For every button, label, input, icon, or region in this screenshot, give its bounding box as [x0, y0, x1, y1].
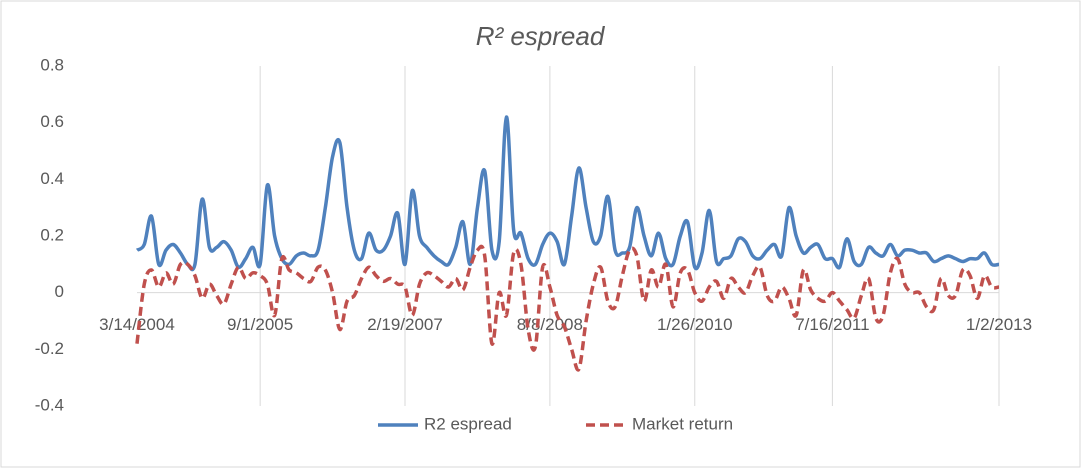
- y-tick-label: 0.6: [40, 112, 64, 131]
- x-tick-label: 9/1/2005: [227, 315, 293, 334]
- y-tick-label: 0.2: [40, 225, 64, 244]
- x-tick-label: 2/19/2007: [367, 315, 443, 334]
- x-tick-label: 3/14/2004: [99, 315, 175, 334]
- legend-label: Market return: [632, 414, 733, 433]
- x-tick-label: 1/2/2013: [966, 315, 1032, 334]
- legend-label: R2 espread: [424, 414, 512, 433]
- x-tick-label: 1/26/2010: [657, 315, 733, 334]
- y-tick-label: 0.4: [40, 169, 64, 188]
- y-tick-label: 0: [55, 282, 64, 301]
- y-tick-label: -0.4: [35, 395, 64, 414]
- y-tick-label: 0.8: [40, 55, 64, 74]
- chart-title: R² espread: [476, 21, 606, 51]
- y-tick-label: -0.2: [35, 339, 64, 358]
- series-line: [135, 244, 1000, 372]
- x-tick-label: 7/16/2011: [795, 315, 869, 334]
